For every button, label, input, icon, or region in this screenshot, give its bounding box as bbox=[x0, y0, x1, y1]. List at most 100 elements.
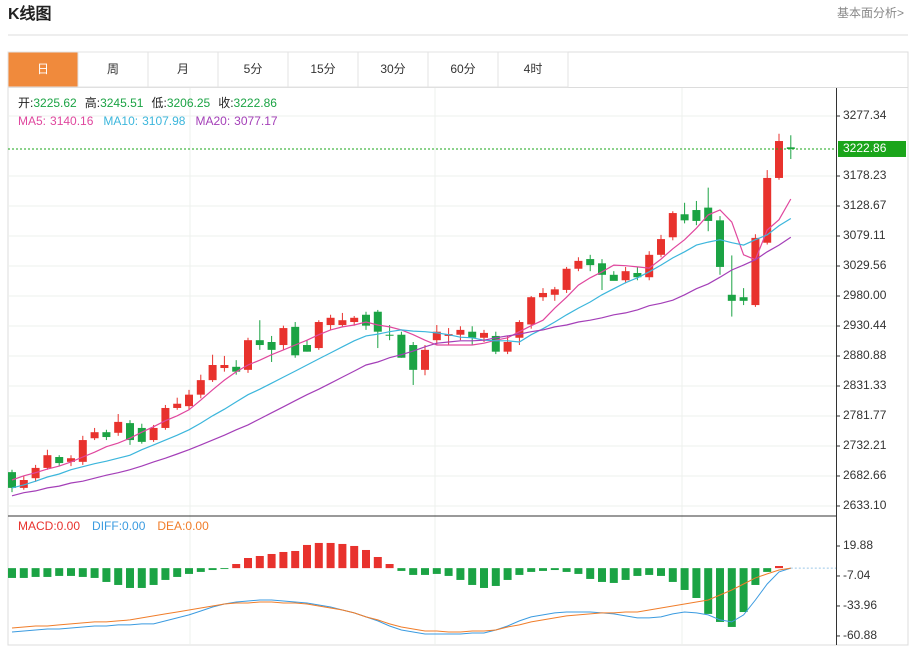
widget-title: K线图 bbox=[8, 4, 52, 23]
ohlc-value: 3245.51 bbox=[100, 96, 144, 110]
tab-label[interactable]: 周 bbox=[107, 62, 119, 76]
macd-bar bbox=[503, 568, 512, 580]
ma-line bbox=[11, 217, 792, 489]
candle-body bbox=[373, 311, 382, 332]
macd-bar bbox=[19, 568, 28, 578]
macd-bar bbox=[102, 568, 111, 582]
candle-body bbox=[633, 272, 642, 278]
macd-bar bbox=[267, 553, 276, 569]
candle-body bbox=[574, 260, 583, 269]
candle-body bbox=[586, 259, 595, 266]
legend-value: 0.00 bbox=[57, 519, 81, 533]
candle-body bbox=[739, 297, 748, 301]
macd-bar bbox=[657, 568, 665, 576]
legend-name: MA10: bbox=[103, 114, 138, 128]
tab-label[interactable]: 60分 bbox=[450, 62, 475, 76]
ohlc-label: 高: bbox=[85, 95, 100, 110]
candle-body bbox=[468, 331, 477, 338]
candle-body bbox=[303, 345, 311, 352]
ohlc-value: 3225.62 bbox=[33, 96, 77, 110]
tab[interactable] bbox=[497, 51, 569, 88]
macd-bar bbox=[43, 568, 52, 577]
tab-label[interactable]: 15分 bbox=[310, 62, 335, 76]
tab-label[interactable]: 日 bbox=[37, 62, 49, 76]
candle-body bbox=[397, 334, 406, 358]
tab[interactable] bbox=[7, 51, 79, 88]
legend-name: DIFF: bbox=[92, 519, 122, 533]
candle-body bbox=[326, 317, 335, 326]
legend-name: DEA: bbox=[157, 519, 185, 533]
macd-bar bbox=[362, 549, 370, 569]
macd-bar bbox=[173, 568, 182, 577]
candle-body bbox=[8, 472, 16, 488]
candle-body bbox=[102, 432, 111, 438]
candle-body bbox=[668, 213, 677, 238]
macd-bar bbox=[303, 544, 311, 569]
macd-bar bbox=[621, 568, 630, 580]
macd-bar bbox=[704, 568, 713, 614]
candle-body bbox=[503, 341, 512, 352]
macd-bar bbox=[491, 568, 500, 586]
candle-body bbox=[208, 364, 217, 381]
macd-bar bbox=[409, 568, 418, 575]
macd-bar bbox=[114, 568, 123, 585]
y-tick-label: 3178.23 bbox=[843, 168, 887, 182]
tab-label[interactable]: 月 bbox=[177, 62, 189, 76]
tab[interactable] bbox=[77, 51, 149, 88]
candle-body bbox=[515, 322, 524, 338]
macd-bar bbox=[31, 568, 40, 577]
candle-body bbox=[19, 480, 28, 488]
candle-body bbox=[173, 403, 182, 408]
macd-bar bbox=[574, 568, 583, 574]
y-tick-label: -33.96 bbox=[843, 598, 877, 612]
y-tick-label: 2880.88 bbox=[843, 348, 887, 362]
tab-label[interactable]: 4时 bbox=[524, 62, 543, 76]
macd-bar bbox=[8, 568, 16, 578]
candle-body bbox=[727, 294, 736, 301]
fundamental-link[interactable]: 基本面分析> bbox=[837, 6, 904, 20]
macd-bar bbox=[739, 568, 748, 613]
candle-body bbox=[421, 349, 429, 370]
candle-body bbox=[562, 268, 571, 290]
macd-bar bbox=[385, 564, 394, 569]
tab-label[interactable]: 5分 bbox=[244, 62, 263, 76]
candle-body bbox=[279, 328, 288, 346]
y-tick-label: 3128.67 bbox=[843, 198, 887, 212]
tab[interactable] bbox=[217, 51, 289, 88]
macd-bar bbox=[196, 568, 205, 572]
candle-body bbox=[291, 326, 300, 356]
macd-bar bbox=[727, 568, 736, 627]
y-tick-label: -60.88 bbox=[843, 628, 877, 642]
macd-bar bbox=[645, 568, 654, 575]
candle-body bbox=[657, 239, 665, 255]
legend-value: 3077.17 bbox=[234, 114, 278, 128]
macd-line bbox=[11, 567, 791, 633]
candle-body bbox=[232, 366, 241, 372]
legend-value: 3107.98 bbox=[142, 114, 186, 128]
candle-body bbox=[786, 147, 795, 149]
candle-body bbox=[244, 340, 252, 370]
candle-body bbox=[350, 317, 359, 323]
y-tick-label: 2682.66 bbox=[843, 468, 887, 482]
y-tick-label: 2781.77 bbox=[843, 408, 887, 422]
y-tick-label: 2980.00 bbox=[843, 288, 887, 302]
legend-name: MA5: bbox=[18, 114, 46, 128]
macd-bar bbox=[515, 568, 524, 575]
tab[interactable] bbox=[427, 51, 499, 88]
candle-body bbox=[480, 332, 488, 338]
macd-bar bbox=[633, 568, 642, 576]
tab[interactable] bbox=[147, 51, 219, 88]
candle-body bbox=[598, 263, 606, 275]
macd-bar bbox=[539, 568, 547, 571]
legend-value: 0.00 bbox=[122, 519, 146, 533]
tab-label[interactable]: 30分 bbox=[380, 62, 405, 76]
tab[interactable] bbox=[357, 51, 429, 88]
legend-name: MACD: bbox=[18, 519, 57, 533]
macd-bar bbox=[244, 557, 252, 569]
candle-body bbox=[114, 421, 123, 433]
ohlc-label: 收: bbox=[218, 96, 233, 110]
legend-value: 0.00 bbox=[185, 519, 209, 533]
macd-bar bbox=[279, 551, 288, 569]
macd-bar bbox=[90, 568, 99, 578]
